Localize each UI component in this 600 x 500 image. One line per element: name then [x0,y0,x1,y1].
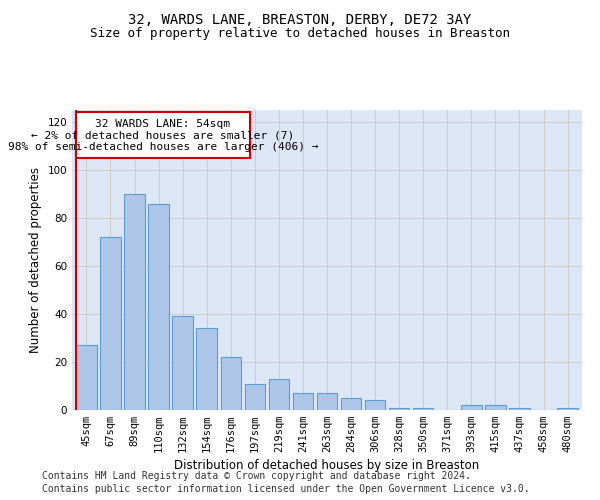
Bar [293,393,313,410]
Bar [196,328,217,410]
Y-axis label: Number of detached properties: Number of detached properties [29,167,42,353]
X-axis label: Distribution of detached houses by size in Breaston: Distribution of detached houses by size … [175,460,479,472]
FancyBboxPatch shape [76,112,250,158]
Bar [124,194,145,410]
Bar [221,357,241,410]
Bar [509,408,530,410]
Text: Size of property relative to detached houses in Breaston: Size of property relative to detached ho… [90,28,510,40]
Text: 98% of semi-detached houses are larger (406) →: 98% of semi-detached houses are larger (… [8,142,318,152]
Bar [269,379,289,410]
Text: ← 2% of detached houses are smaller (7): ← 2% of detached houses are smaller (7) [31,130,295,140]
Bar [389,408,409,410]
Bar [317,393,337,410]
Bar [76,345,97,410]
Bar [485,405,506,410]
Bar [365,400,385,410]
Text: Contains HM Land Registry data © Crown copyright and database right 2024.: Contains HM Land Registry data © Crown c… [42,471,471,481]
Bar [557,408,578,410]
Bar [172,316,193,410]
Bar [245,384,265,410]
Bar [148,204,169,410]
Text: 32, WARDS LANE, BREASTON, DERBY, DE72 3AY: 32, WARDS LANE, BREASTON, DERBY, DE72 3A… [128,12,472,26]
Bar [413,408,433,410]
Bar [341,398,361,410]
Text: Contains public sector information licensed under the Open Government Licence v3: Contains public sector information licen… [42,484,530,494]
Bar [100,237,121,410]
Bar [461,405,482,410]
Text: 32 WARDS LANE: 54sqm: 32 WARDS LANE: 54sqm [95,119,230,129]
